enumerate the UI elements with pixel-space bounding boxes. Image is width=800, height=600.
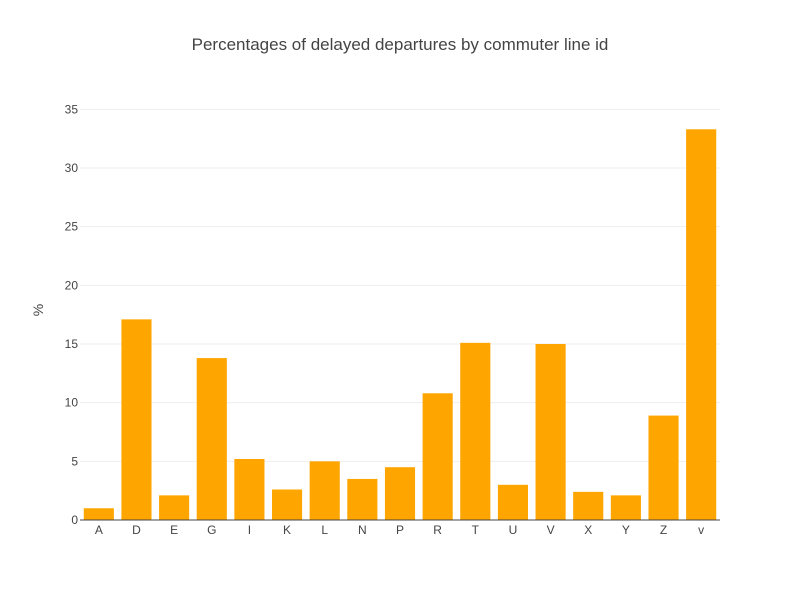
x-tick-label: v bbox=[698, 523, 704, 537]
bar-X[interactable] bbox=[573, 491, 604, 520]
bar-v[interactable] bbox=[686, 129, 717, 520]
gridlines bbox=[80, 108, 720, 462]
y-tick-label: 25 bbox=[65, 220, 79, 234]
x-tick-label: V bbox=[547, 523, 555, 537]
x-tick-label: A bbox=[95, 523, 103, 537]
x-tick-label: E bbox=[170, 523, 178, 537]
bar-V[interactable] bbox=[535, 344, 566, 520]
bar-Z[interactable] bbox=[648, 415, 679, 520]
y-tick-label: 5 bbox=[71, 454, 78, 468]
x-tick-label: U bbox=[509, 523, 518, 537]
y-tick-label: 0 bbox=[71, 513, 78, 527]
bar-K[interactable] bbox=[272, 489, 303, 520]
x-tick-label: D bbox=[132, 523, 141, 537]
x-tick-label: Y bbox=[622, 523, 630, 537]
x-tick-label: R bbox=[433, 523, 442, 537]
bar-D[interactable] bbox=[121, 319, 152, 520]
bar-G[interactable] bbox=[196, 358, 227, 520]
bar-U[interactable] bbox=[497, 484, 528, 520]
bars bbox=[83, 129, 717, 520]
y-tick-label: 15 bbox=[65, 337, 79, 351]
x-tick-label: N bbox=[358, 523, 367, 537]
x-tick-label: Z bbox=[660, 523, 667, 537]
bar-N[interactable] bbox=[347, 478, 378, 520]
x-tick-label: T bbox=[472, 523, 480, 537]
bar-E[interactable] bbox=[159, 495, 190, 520]
x-tick-label: X bbox=[584, 523, 592, 537]
x-tick-label: L bbox=[321, 523, 328, 537]
y-tick-label: 20 bbox=[65, 278, 79, 292]
bar-P[interactable] bbox=[384, 467, 416, 520]
bar-T[interactable] bbox=[460, 342, 491, 520]
bar-Y[interactable] bbox=[610, 495, 641, 520]
chart-title: Percentages of delayed departures by com… bbox=[192, 35, 609, 54]
x-tick-label: I bbox=[248, 523, 251, 537]
y-tick-label: 10 bbox=[65, 396, 79, 410]
bar-L[interactable] bbox=[309, 461, 340, 520]
y-axis-ticks: 0 5 10 15 20 25 30 35 bbox=[65, 102, 79, 527]
y-tick-label: 35 bbox=[65, 102, 79, 116]
x-tick-label: K bbox=[283, 523, 291, 537]
y-tick-label: 30 bbox=[65, 161, 79, 175]
bar-I[interactable] bbox=[234, 458, 265, 520]
bar-R[interactable] bbox=[422, 393, 453, 520]
x-tick-label: P bbox=[396, 523, 404, 537]
bar-A[interactable] bbox=[83, 508, 114, 520]
x-tick-label: G bbox=[207, 523, 216, 537]
y-axis-title: % bbox=[30, 304, 46, 316]
